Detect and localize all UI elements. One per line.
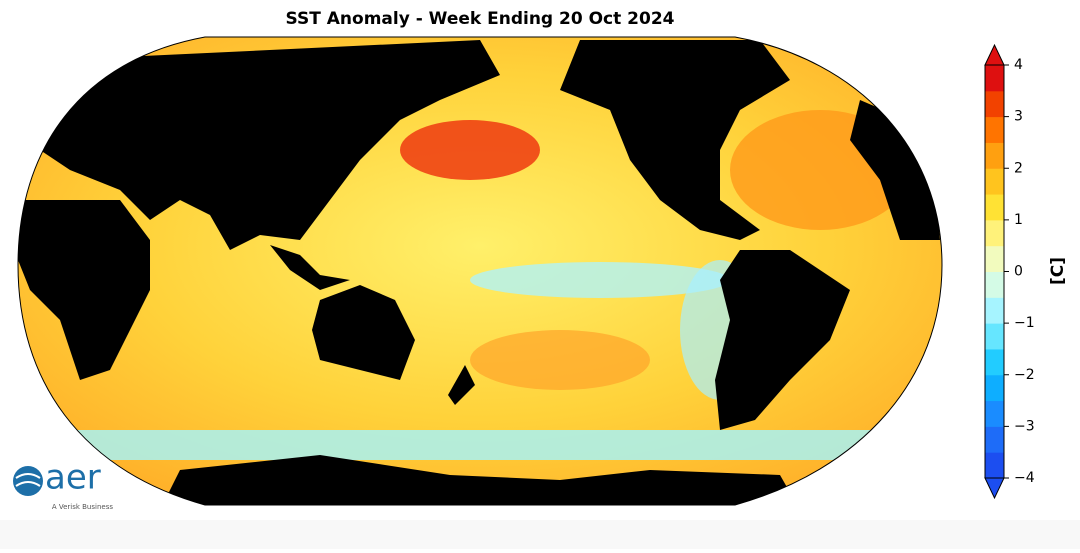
color-band: [985, 245, 1004, 272]
colorbar-tick-label: −3: [1014, 418, 1035, 434]
color-band: [985, 168, 1004, 195]
colorbar-tick-label: 0: [1014, 264, 1023, 280]
color-band: [985, 90, 1004, 118]
colorbar-extend-min: [984, 477, 1005, 500]
colorbar-tick-label: 3: [1014, 109, 1023, 125]
colorbar-tick-label: 2: [1014, 160, 1023, 176]
color-band: [985, 65, 1004, 92]
anomaly-patch: [470, 262, 730, 298]
color-band: [985, 400, 1004, 427]
color-band: [985, 116, 1004, 143]
colorbar-tick-label: −2: [1014, 367, 1035, 383]
color-band: [985, 219, 1004, 247]
color-band: [985, 271, 1004, 298]
map-title: SST Anomaly - Week Ending 20 Oct 2024: [286, 9, 675, 29]
map-border: [17, 36, 943, 506]
map: [18, 37, 942, 505]
southern-band: [18, 430, 942, 460]
colorbar-tick-label: −4: [1014, 470, 1035, 486]
anomaly-patch: [470, 330, 650, 390]
color-band: [985, 142, 1004, 169]
logo-name: aer: [45, 458, 101, 498]
colorbar-tick-label: 1: [1014, 212, 1023, 228]
color-band: [985, 323, 1004, 350]
color-band: [985, 348, 1004, 376]
colorbar: −4 −3 −2 −1 0 1 2 3 4: [984, 43, 1035, 500]
colorbar-tick-label: 4: [1014, 57, 1023, 73]
footer-strip: [0, 520, 1080, 549]
colorbar-tick-label: −1: [1014, 315, 1035, 331]
colorbar-label: [C]: [1048, 257, 1068, 285]
color-band: [985, 297, 1004, 324]
color-band: [985, 194, 1004, 221]
color-band: [985, 374, 1004, 402]
logo-tagline: A Verisk Business: [52, 503, 114, 511]
color-band: [985, 452, 1004, 479]
color-band: [985, 426, 1004, 453]
logo-icon-wave: [15, 473, 41, 487]
colorbar-extend-max: [984, 43, 1005, 66]
anomaly-patch: [400, 120, 540, 180]
